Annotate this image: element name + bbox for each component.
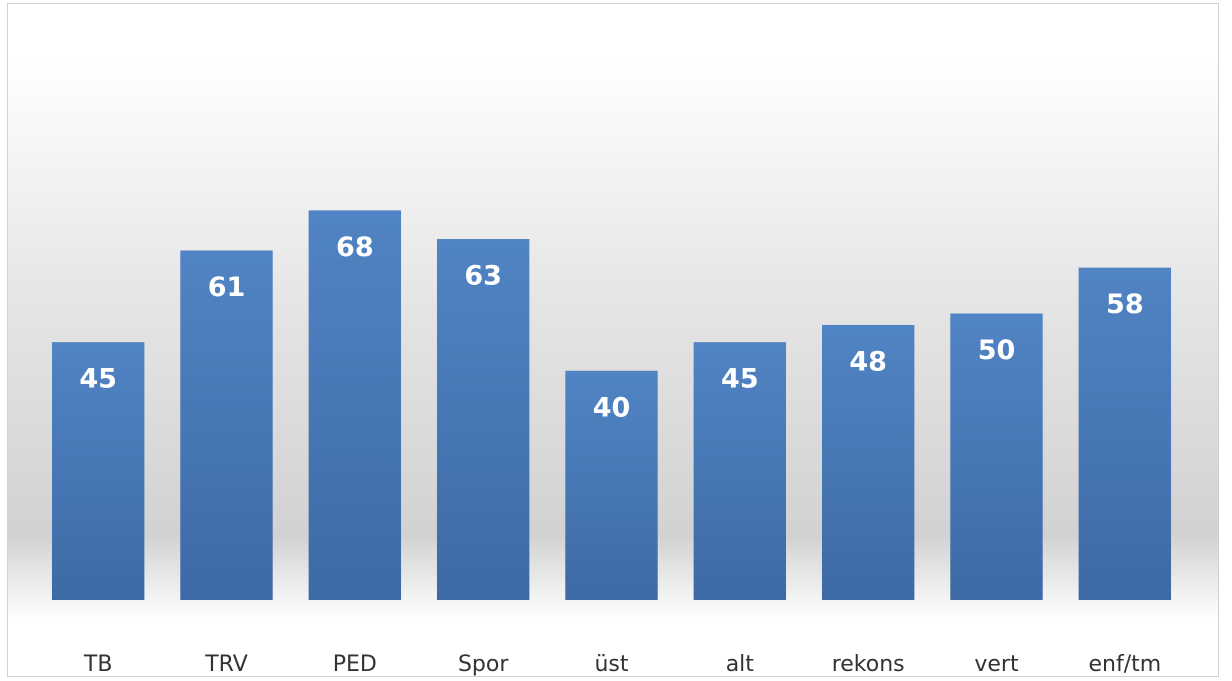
value-label: 68 <box>336 232 374 263</box>
value-label: 48 <box>849 346 887 377</box>
value-label: 40 <box>593 392 631 423</box>
bar <box>1078 267 1172 600</box>
value-label: 45 <box>79 364 117 395</box>
x-tick-label: rekons <box>832 652 905 677</box>
x-tick-label: Spor <box>458 652 509 677</box>
value-label: 61 <box>208 272 246 303</box>
value-label: 50 <box>978 335 1016 366</box>
bar <box>436 239 530 600</box>
x-tick-label: enf/tm <box>1088 652 1161 677</box>
x-tick-label: TRV <box>204 652 248 677</box>
value-label: 45 <box>721 364 759 395</box>
bar <box>693 342 787 600</box>
bar <box>308 210 402 601</box>
bar <box>565 370 658 600</box>
x-tick-label: PED <box>333 652 377 677</box>
x-tick-label: TB <box>83 652 113 677</box>
value-label: 63 <box>464 261 502 292</box>
x-tick-label: vert <box>974 652 1019 677</box>
x-tick-label: üst <box>594 652 628 677</box>
bar <box>51 342 145 600</box>
x-tick-label: alt <box>726 652 755 677</box>
bar <box>180 250 273 600</box>
bar <box>821 324 915 600</box>
bar <box>950 313 1043 600</box>
value-label: 58 <box>1106 289 1144 320</box>
